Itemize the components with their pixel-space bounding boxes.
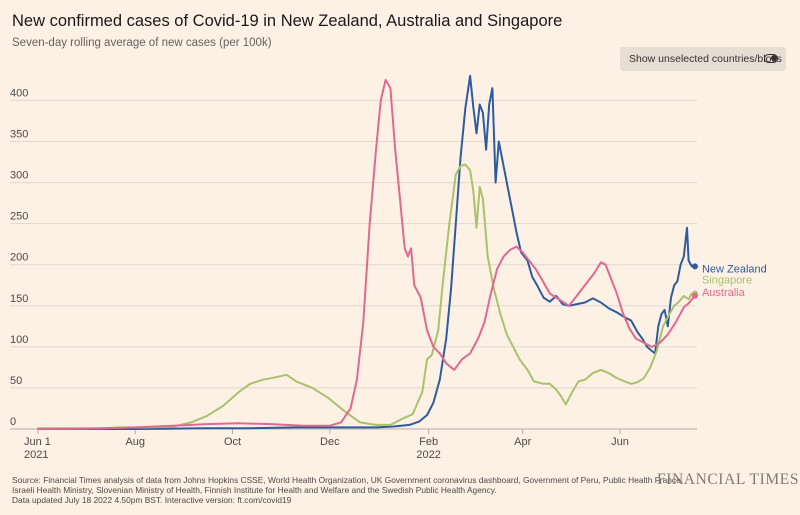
source-note: Source: Financial Times analysis of data… [12, 475, 684, 506]
series-line-australia [37, 78, 696, 430]
x-tick-label: Dec [320, 436, 340, 448]
chart-grid [10, 99, 697, 430]
series-label-singapore: Singapore [702, 274, 752, 286]
y-tick-label: 350 [10, 129, 28, 141]
x-tick-label: Feb [419, 436, 438, 448]
series-line-singapore [37, 163, 696, 430]
x-tick-label: Apr [514, 436, 531, 448]
y-tick-label: 0 [10, 416, 16, 428]
source-line: Israeli Health Ministry, Slovenian Minis… [12, 485, 497, 496]
y-tick-label: 100 [10, 334, 28, 346]
show-unselected-toggle[interactable]: Show unselected countries/blocs [620, 47, 786, 71]
y-tick-label: 200 [10, 252, 28, 264]
series-end-marker-australia [691, 292, 698, 299]
series-label-australia: Australia [702, 287, 746, 299]
chart-subtitle: Seven-day rolling average of new cases (… [12, 37, 272, 49]
data-updated-note: Data updated July 18 2022 4.50pm BST. In… [12, 495, 292, 506]
y-tick-label: 150 [10, 293, 28, 305]
y-tick-label: 50 [10, 375, 22, 387]
x-tick-year-label: 2021 [24, 449, 48, 461]
x-tick-label: Jun [611, 436, 629, 448]
series-label-new-zealand: New Zealand [702, 263, 767, 275]
chart-title: New confirmed cases of Covid-19 in New Z… [12, 12, 563, 30]
series-end-marker-new-zealand [691, 263, 698, 270]
y-tick-label: 250 [10, 211, 28, 223]
financial-times-logo: FINANCIAL TIMES [657, 471, 800, 488]
x-tick-label: Aug [125, 436, 145, 448]
source-line: Source: Financial Times analysis of data… [12, 475, 684, 485]
y-tick-label: 300 [10, 170, 28, 182]
x-tick-label: Oct [224, 436, 241, 448]
y-tick-label: 400 [10, 87, 28, 99]
x-tick-label: Jun 1 [24, 436, 51, 448]
series-line-new-zealand [37, 74, 696, 430]
chart-series [37, 74, 698, 430]
toggle-switch-icon[interactable] [764, 54, 778, 63]
toggle-label: Show unselected countries/blocs [629, 53, 782, 65]
x-tick-year-label: 2022 [416, 449, 440, 461]
